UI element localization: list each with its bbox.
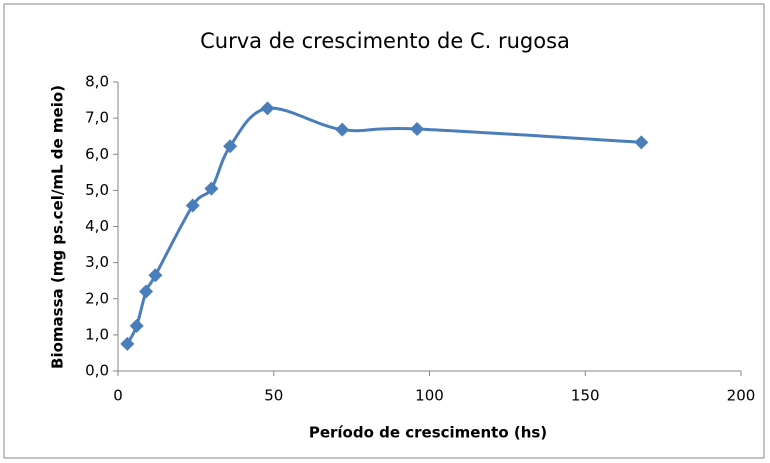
point-marker (634, 135, 649, 150)
x-tick-label: 150 (571, 387, 600, 405)
chart-border (3, 3, 765, 459)
point-marker (223, 139, 238, 154)
y-tick-label: 6,0 (85, 145, 109, 163)
x-tick-label: 200 (727, 387, 756, 405)
point-marker (139, 284, 154, 299)
chart-title: Curva de crescimento de C. rugosa (200, 29, 570, 53)
y-tick-label: 3,0 (85, 253, 109, 271)
y-tick-label: 7,0 (85, 109, 109, 127)
point-marker (120, 336, 135, 351)
point-marker (410, 121, 425, 136)
point-marker (335, 122, 350, 137)
y-tick-label: 8,0 (85, 73, 109, 91)
point-marker (260, 101, 275, 116)
y-tick-label: 5,0 (85, 181, 109, 199)
y-axis-label: Biomassa (mg ps.cel/mL de meio) (49, 85, 67, 369)
y-tick-label: 0,0 (85, 362, 109, 380)
point-marker (204, 181, 219, 196)
point-marker (185, 198, 200, 213)
x-tick-label: 100 (415, 387, 444, 405)
y-tick-label: 4,0 (85, 217, 109, 235)
y-tick-label: 1,0 (85, 325, 109, 343)
point-marker (129, 318, 144, 333)
y-tick-label: 2,0 (85, 289, 109, 307)
x-tick-label: 0 (113, 387, 123, 405)
x-tick-label: 50 (264, 387, 283, 405)
point-marker (148, 268, 163, 283)
x-axis-label: Período de crescimento (hs) (309, 424, 547, 442)
